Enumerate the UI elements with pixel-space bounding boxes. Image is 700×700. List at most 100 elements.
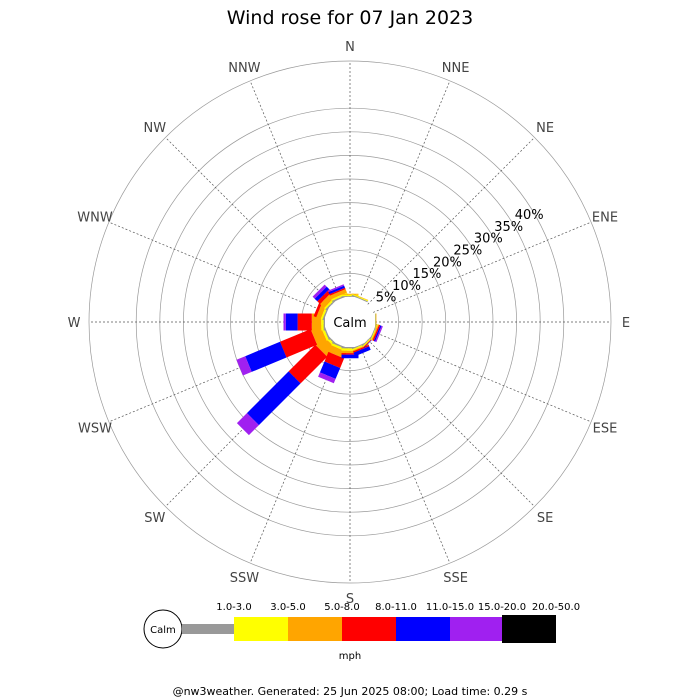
grid-spoke: [108, 221, 328, 313]
legend-swatch-1.0-3.0: [182, 624, 234, 634]
bar-ssw-15.0-20.0: [318, 372, 336, 384]
bar-e-5.0-8.0: [375, 313, 377, 331]
bar-nw-11.0-15.0: [314, 286, 330, 302]
bar-sw-15.0-20.0: [236, 413, 259, 436]
direction-label-ssw: SSW: [230, 571, 260, 586]
grid-spoke: [367, 339, 535, 507]
bar-ese-5.0-8.0: [371, 324, 379, 341]
bar-ese-8.0-11.0: [372, 324, 381, 341]
bar-w-11.0-15.0: [285, 313, 298, 331]
direction-label-s: S: [346, 592, 354, 607]
radial-tick-label: 35%: [494, 220, 523, 235]
bar-wsw-11.0-15.0: [245, 341, 287, 372]
bar-wsw-15.0-20.0: [236, 356, 252, 376]
bar-ese-15.0-20.0: [375, 325, 383, 343]
bar-sse-8.0-11.0: [353, 344, 370, 353]
radial-tick-label: 25%: [453, 244, 482, 259]
direction-label-ese: ESE: [593, 422, 618, 437]
direction-label-n: N: [345, 40, 355, 55]
direction-label-wnw: WNW: [77, 210, 113, 225]
bar-w-15.0-20.0: [283, 313, 286, 331]
grid-spoke: [359, 344, 451, 564]
grid-circle: [253, 225, 447, 419]
legend-swatch-15.0-20.0: [450, 617, 502, 641]
calm-label: Calm: [333, 316, 366, 331]
bar-ssw-11.0-15.0: [319, 361, 341, 379]
bar-nw-15.0-20.0: [312, 284, 327, 299]
bar-nnw-8.0-11.0: [329, 287, 346, 296]
bar-sse-11.0-15.0: [353, 346, 371, 357]
grid-spoke: [367, 137, 535, 305]
direction-label-e: E: [622, 316, 630, 331]
bar-nnw-15.0-20.0: [327, 284, 345, 293]
legend-calm-label: Calm: [150, 625, 176, 636]
bar-nne-1.0-3.0: [351, 294, 368, 303]
radial-tick-label: 40%: [515, 208, 544, 223]
legend-label-15.0-20.0: 15.0-20.0: [478, 602, 526, 613]
bar-n-5.0-8.0: [341, 293, 359, 295]
bar-nnw-5.0-8.0: [329, 289, 347, 300]
legend-swatch-8.0-11.0: [342, 617, 396, 641]
bar-sw-11.0-15.0: [246, 371, 301, 426]
bar-e-1.0-3.0: [375, 313, 376, 331]
legend-label-8.0-11.0: 8.0-11.0: [375, 602, 417, 613]
grid-spoke: [249, 80, 341, 300]
bar-ssw-8.0-11.0: [324, 351, 345, 368]
legend-swatch-3.0-5.0: [234, 617, 288, 641]
legend-swatch-5.0-8.0: [288, 617, 342, 641]
bar-wnw-8.0-11.0: [313, 300, 323, 318]
bar-ese-11.0-15.0: [373, 325, 382, 342]
direction-label-nne: NNE: [442, 61, 470, 76]
legend-label-11.0-15.0: 11.0-15.0: [426, 602, 474, 613]
direction-label-wsw: WSW: [78, 422, 112, 437]
grid-circle: [277, 249, 423, 395]
direction-label-ne: NE: [536, 121, 554, 136]
grid-spoke: [249, 344, 341, 564]
bar-nne-3.0-5.0: [352, 293, 369, 302]
grid-circle: [88, 60, 612, 584]
wind-bars: [236, 284, 383, 436]
speed-legend: Calm 1.0-3.0 3.0-5.0 5.0-8.0 8.0-11.0 11.0-1…: [143, 602, 580, 662]
legend-swatch-11.0-15.0: [396, 617, 450, 641]
direction-label-sse: SSE: [443, 571, 468, 586]
direction-label-sw: SW: [144, 511, 165, 526]
direction-labels: N NNE NE ENE E ESE SE SSE S SSW SW WSW W WNW NW NNW: [68, 40, 631, 607]
radial-tick-label: 5%: [376, 291, 397, 306]
grid-circle: [230, 202, 470, 442]
bar-nnw-11.0-15.0: [328, 285, 345, 295]
bar-sw-8.0-11.0: [288, 344, 328, 384]
legend-label-20.0-50.0: 20.0-50.0: [532, 602, 580, 613]
radial-tick-label: 15%: [413, 267, 442, 282]
radial-tick-label: 10%: [392, 279, 421, 294]
grid-spoke: [165, 137, 333, 305]
direction-label-nnw: NNW: [228, 61, 260, 76]
calm-circle: [325, 297, 375, 347]
bar-s-11.0-15.0: [341, 354, 359, 359]
direction-label-se: SE: [537, 511, 553, 526]
legend-units: mph: [339, 651, 361, 662]
radial-tick-labels: 5%10%15%20%25%30%35%40%: [376, 208, 544, 306]
radial-tick-label: 30%: [474, 232, 503, 247]
radial-tick-label: 20%: [433, 255, 462, 270]
direction-label-w: W: [68, 316, 81, 331]
legend-swatch-20.0-50.0: [502, 615, 556, 643]
grid-spoke: [372, 221, 592, 313]
footer-text: @nw3weather. Generated: 25 Jun 2025 08:0…: [173, 685, 528, 698]
bar-w-8.0-11.0: [297, 313, 312, 331]
grid-spoke: [372, 331, 592, 423]
direction-label-ene: ENE: [592, 210, 618, 225]
grid-spoke: [359, 80, 451, 300]
legend-items: 1.0-3.0 3.0-5.0 5.0-8.0 8.0-11.0 11.0-15.0 15…: [182, 602, 580, 643]
polar-grid: [88, 60, 612, 584]
bar-wsw-8.0-11.0: [280, 329, 318, 358]
bar-nne-5.0-8.0: [352, 293, 369, 301]
legend-label-1.0-3.0: 1.0-3.0: [216, 602, 251, 613]
grid-spoke: [108, 331, 328, 423]
legend-label-3.0-5.0: 3.0-5.0: [270, 602, 305, 613]
direction-label-nw: NW: [144, 121, 167, 136]
bar-nw-8.0-11.0: [317, 289, 332, 304]
legend-label-5.0-8.0: 5.0-8.0: [324, 602, 359, 613]
chart-title: Wind rose for 07 Jan 2023: [227, 7, 474, 29]
calm-center: Calm: [325, 297, 375, 347]
